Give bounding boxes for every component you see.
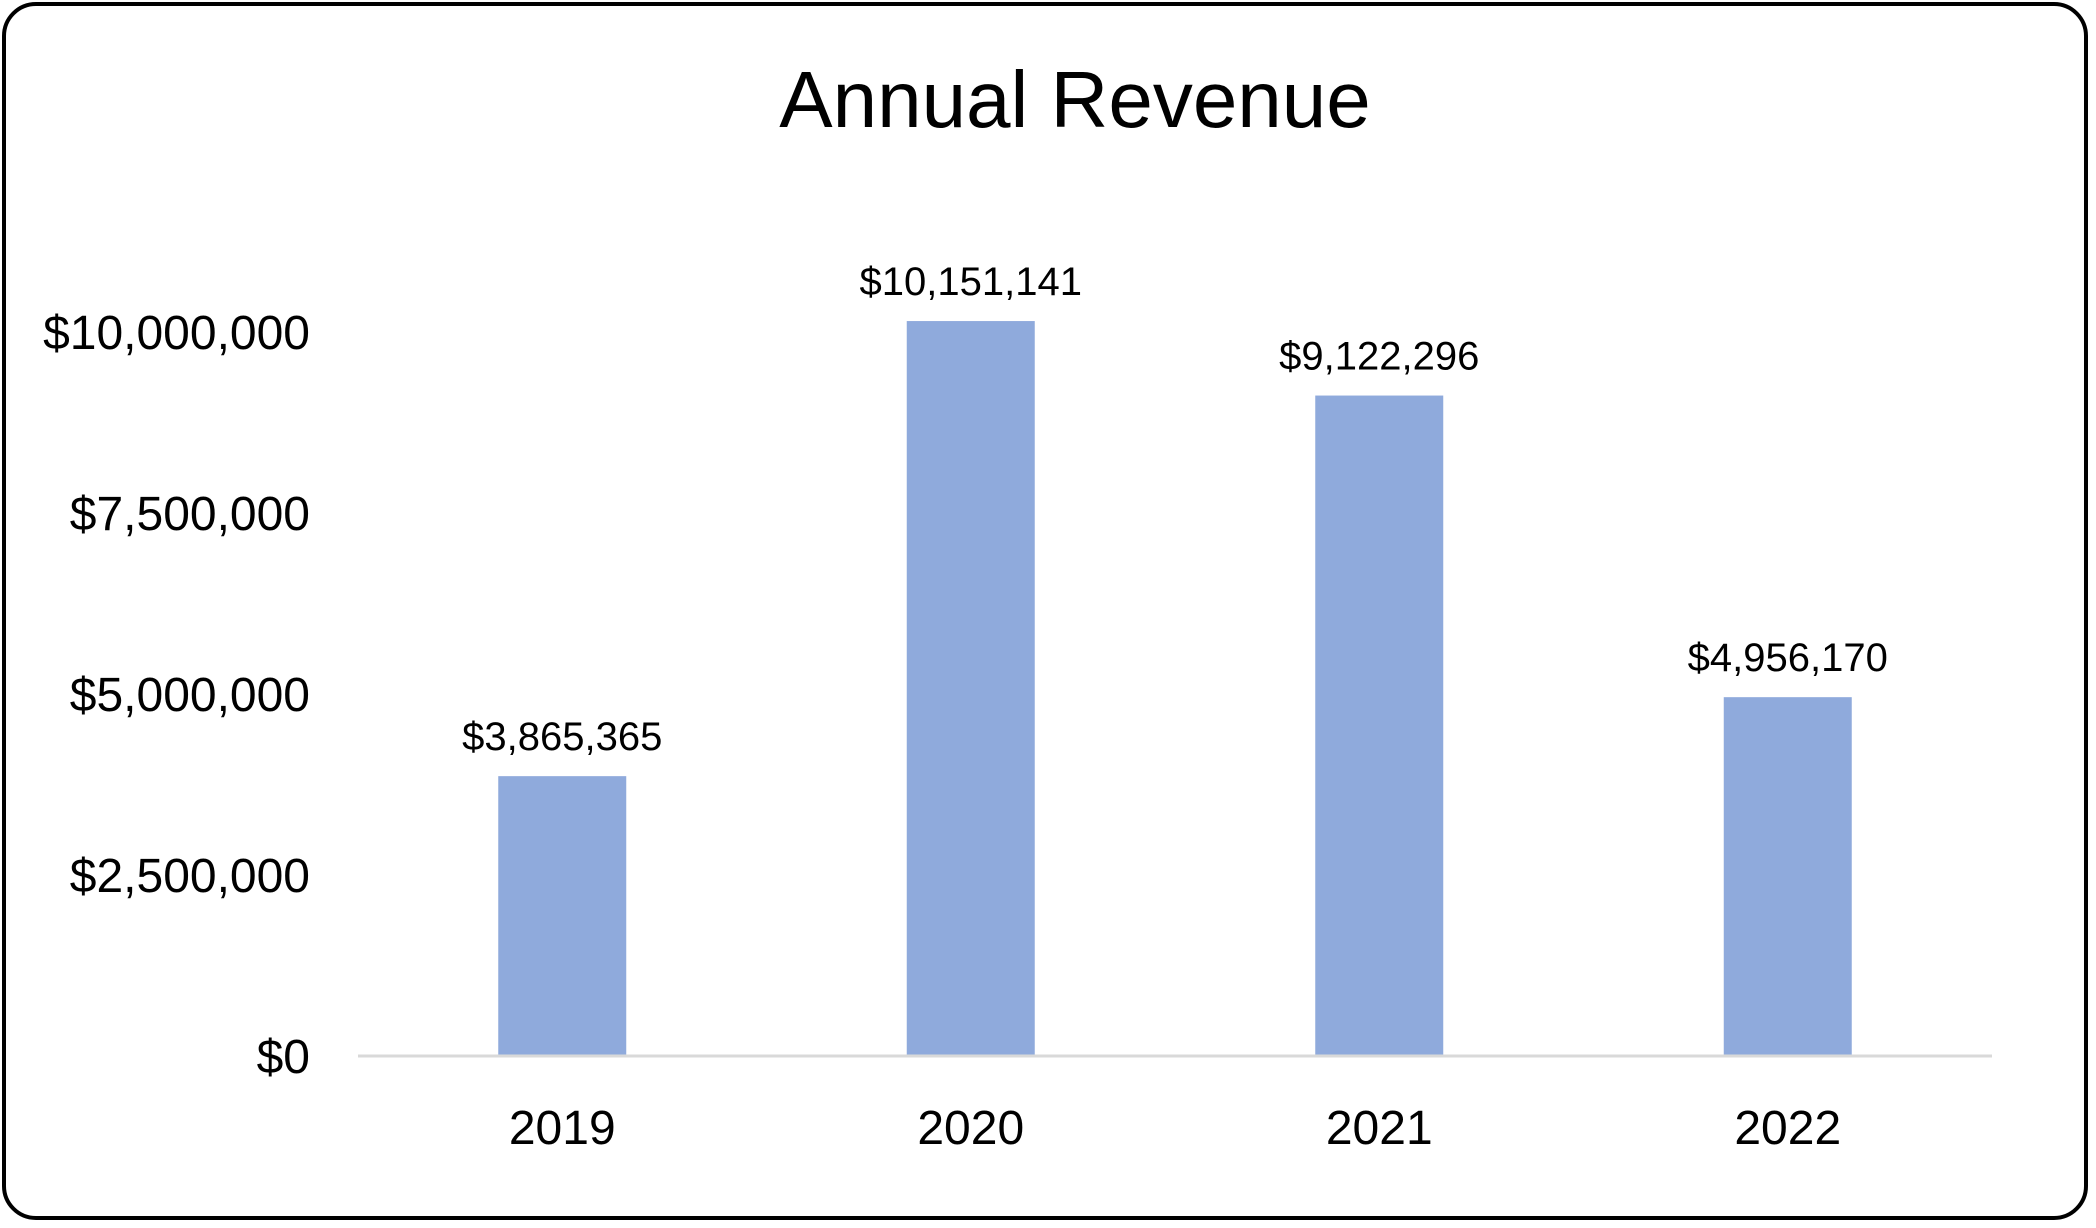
- x-axis-tick-labels: 2019 2020 2021 2022: [509, 1102, 1841, 1155]
- bars-group: [498, 321, 1852, 1057]
- y-tick-label: $2,500,000: [70, 850, 310, 903]
- bar-2019: [498, 776, 627, 1056]
- x-tick-label-2021: 2021: [1326, 1102, 1433, 1155]
- chart-title: Annual Revenue: [779, 55, 1371, 144]
- bar-2022: [1723, 697, 1852, 1056]
- y-tick-label: $0: [257, 1031, 310, 1084]
- x-tick-label-2022: 2022: [1734, 1102, 1841, 1155]
- y-tick-label: $5,000,000: [70, 669, 310, 722]
- y-tick-label: $10,000,000: [43, 307, 310, 360]
- data-labels-group: $3,865,365 $10,151,141 $9,122,296 $4,956,17…: [462, 260, 1888, 759]
- bar-2020: [906, 321, 1035, 1057]
- data-label-2022: $4,956,170: [1688, 636, 1888, 680]
- y-axis-tick-labels: $0 $2,500,000 $5,000,000 $7,500,000 $10,000,…: [43, 307, 310, 1084]
- y-tick-label: $7,500,000: [70, 488, 310, 541]
- x-tick-label-2020: 2020: [917, 1102, 1024, 1155]
- data-label-2021: $9,122,296: [1279, 335, 1479, 379]
- x-tick-label-2019: 2019: [509, 1102, 616, 1155]
- data-label-2019: $3,865,365: [462, 715, 662, 759]
- data-label-2020: $10,151,141: [860, 260, 1082, 304]
- bar-2021: [1315, 395, 1444, 1056]
